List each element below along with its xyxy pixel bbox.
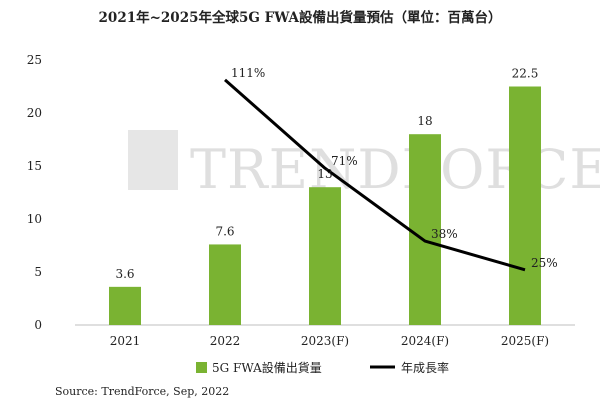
y-axis: 0 5 10 15 20 25	[27, 53, 42, 332]
bar	[209, 244, 241, 325]
bar-value-label: 18	[417, 114, 432, 128]
growth-rate-label: 38%	[431, 227, 458, 241]
growth-series	[224, 78, 526, 272]
x-axis: 2021 2022 2023(F) 2024(F) 2025(F)	[110, 334, 549, 348]
data-labels: 3.6 7.6 13 18 22.5 111% 71% 38% 25%	[115, 66, 557, 281]
y-tick-label: 0	[34, 318, 42, 332]
bar	[109, 286, 141, 325]
growth-line	[224, 78, 526, 272]
watermark-logo	[128, 130, 178, 190]
bar-value-label: 7.6	[215, 224, 234, 238]
legend-bar-swatch	[196, 362, 207, 373]
y-tick-label: 10	[27, 212, 42, 226]
bar	[509, 86, 541, 325]
bar	[409, 134, 441, 325]
y-tick-label: 20	[27, 106, 42, 120]
bar-series	[109, 86, 541, 325]
growth-rate-label: 111%	[231, 66, 265, 80]
y-tick-label: 25	[27, 53, 42, 67]
legend-bar-label: 5G FWA設備出貨量	[212, 360, 322, 375]
bar-value-label: 22.5	[512, 67, 539, 81]
legend: 5G FWA設備出貨量 年成長率	[196, 360, 449, 375]
bar-value-label: 13	[317, 167, 332, 181]
y-tick-label: 5	[34, 265, 42, 279]
x-tick-label: 2022	[210, 334, 241, 348]
x-tick-label: 2021	[110, 334, 141, 348]
chart-title: 2021年~2025年全球5G FWA設備出貨量預估（單位：百萬台）	[99, 9, 502, 26]
x-tick-label: 2024(F)	[401, 334, 449, 348]
legend-line-label: 年成長率	[401, 360, 449, 375]
growth-rate-label: 71%	[331, 154, 358, 168]
x-tick-label: 2025(F)	[501, 334, 549, 348]
y-tick-label: 15	[27, 159, 42, 173]
x-tick-label: 2023(F)	[301, 334, 349, 348]
source-note: Source: TrendForce, Sep, 2022	[55, 385, 229, 398]
growth-rate-label: 25%	[531, 256, 558, 270]
bar-value-label: 3.6	[115, 267, 134, 281]
bar	[309, 187, 341, 325]
